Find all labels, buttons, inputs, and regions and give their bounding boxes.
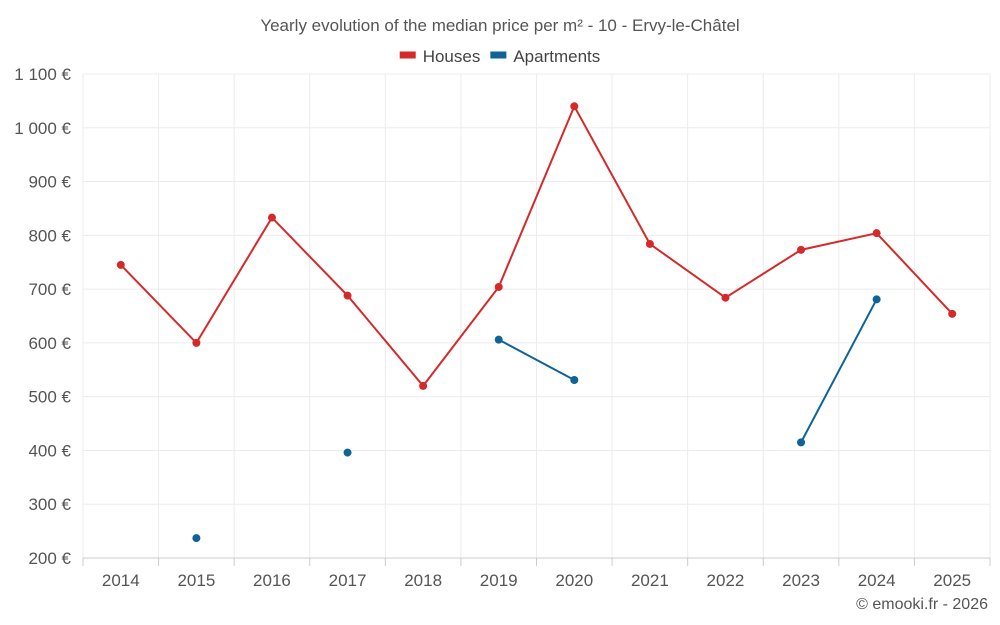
houses-point[interactable] [116,260,125,269]
apartments-line [498,338,575,381]
x-tick-label: 2021 [631,571,669,590]
legend-swatch-apartments[interactable] [490,51,507,59]
y-tick-label: 200 € [28,549,71,568]
houses-point[interactable] [570,102,579,111]
houses-point[interactable] [721,293,730,302]
apartments-point[interactable] [570,375,579,384]
houses-point[interactable] [948,309,957,318]
apartments-point[interactable] [494,335,503,344]
apartments-point[interactable] [872,295,881,304]
y-tick-label: 1 000 € [14,119,71,138]
apartments-line [800,298,878,443]
x-tick-label: 2025 [933,571,971,590]
apartments-point[interactable] [797,438,806,447]
houses-point[interactable] [192,338,201,347]
houses-point[interactable] [645,239,654,248]
grid [82,73,991,558]
apartments-point[interactable] [192,534,201,543]
legend-label-houses[interactable]: Houses [423,47,481,66]
legend-label-apartments[interactable]: Apartments [513,47,600,66]
series-layer [116,102,957,543]
x-tick-label: 2015 [177,571,215,590]
x-tick-label: 2023 [782,571,820,590]
x-tick-label: 2020 [555,571,593,590]
apartments-point[interactable] [343,448,352,457]
credit-text: © emooki.fr - 2026 [856,596,988,613]
x-tick-label: 2019 [480,571,518,590]
x-tick-label: 2018 [404,571,442,590]
houses-point[interactable] [797,245,806,254]
y-tick-label: 500 € [28,388,71,407]
y-tick-label: 800 € [28,226,71,245]
legend-swatch-houses[interactable] [399,51,416,59]
x-tick-label: 2024 [858,571,896,590]
legend: Houses Apartments [399,47,600,66]
y-tick-label: 900 € [28,173,71,192]
y-tick-label: 700 € [28,280,71,299]
x-tick-label: 2016 [253,571,291,590]
axes: 200 € 300 € 400 € 500 € 600 € 700 € 800 € 900 €… [14,65,991,590]
houses-point[interactable] [267,213,276,222]
houses-line [120,103,953,388]
x-tick-label: 2017 [329,571,367,590]
y-tick-label: 1 100 € [14,65,71,84]
y-tick-label: 600 € [28,334,71,353]
x-tick-label: 2022 [707,571,745,590]
houses-point[interactable] [494,282,503,291]
x-tick-label: 2014 [102,571,140,590]
y-tick-label: 300 € [28,495,71,514]
houses-point[interactable] [419,381,428,390]
houses-point[interactable] [872,229,881,238]
chart-title: Yearly evolution of the median price per… [260,16,739,35]
y-tick-label: 400 € [28,441,71,460]
houses-point[interactable] [343,291,352,300]
